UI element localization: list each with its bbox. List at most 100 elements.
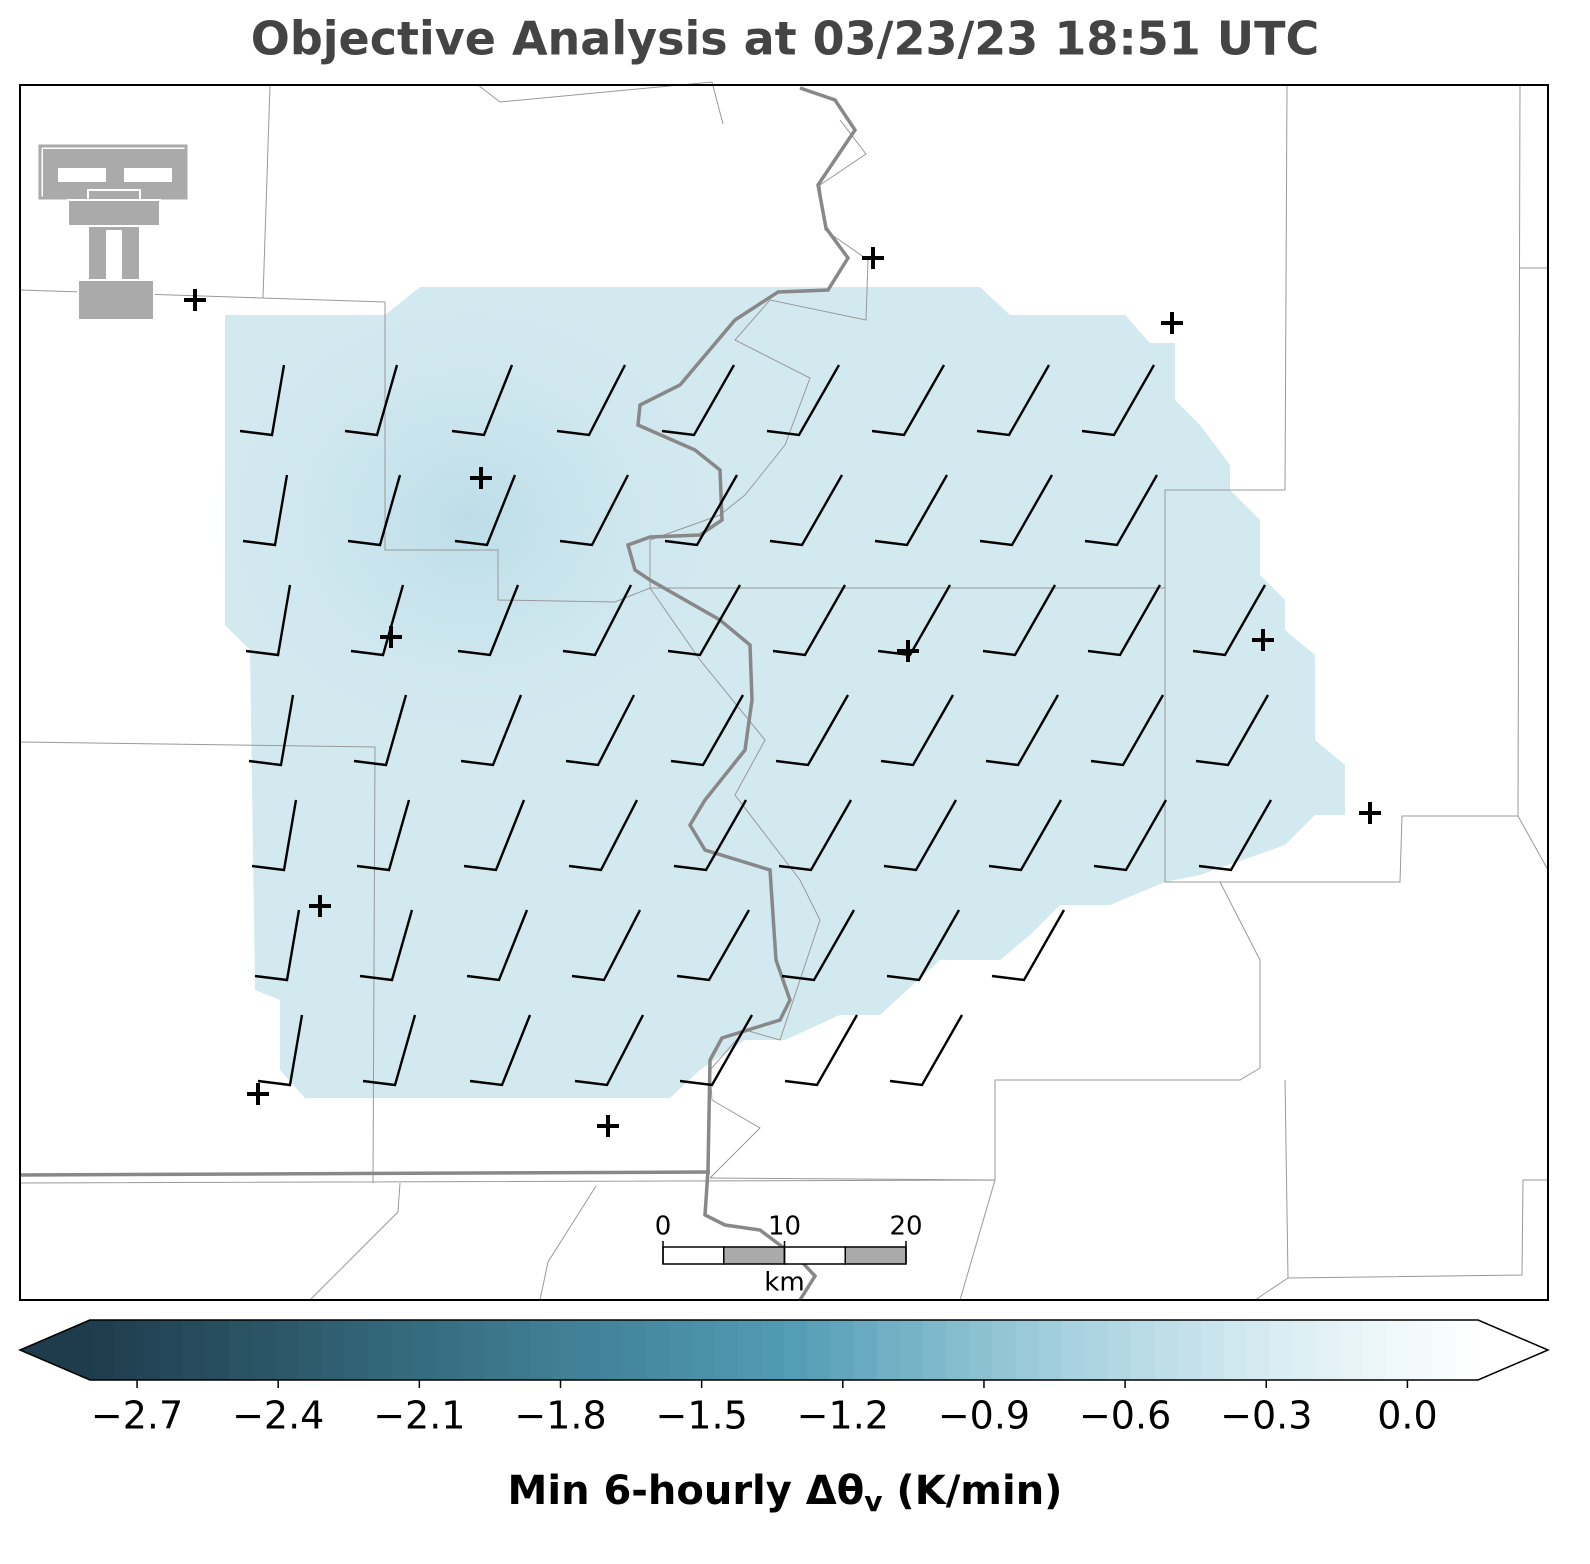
colorbar-step bbox=[945, 1320, 970, 1380]
colorbar-step bbox=[413, 1320, 438, 1380]
colorbar-step bbox=[1269, 1320, 1294, 1380]
colorbar-step bbox=[1316, 1320, 1340, 1380]
wind-barb bbox=[1087, 584, 1162, 657]
wind-barb bbox=[667, 584, 742, 657]
station-markers bbox=[184, 247, 1381, 1137]
wind-barb bbox=[1090, 694, 1165, 767]
colorbar-step bbox=[251, 1320, 276, 1380]
wind-barb bbox=[463, 799, 526, 872]
station bbox=[309, 895, 331, 917]
wind-barb bbox=[781, 909, 856, 982]
colorbar-extend-low bbox=[20, 1320, 90, 1380]
scale-tick-label: 10 bbox=[768, 1212, 801, 1242]
colorbar-step bbox=[1200, 1320, 1225, 1380]
wind-barb bbox=[1192, 584, 1267, 657]
wind-barb bbox=[886, 909, 961, 982]
scale-tick-label: 0 bbox=[655, 1212, 672, 1242]
colorbar-tick-label: −2.4 bbox=[232, 1394, 324, 1438]
colorbar-step bbox=[298, 1320, 322, 1380]
wind-barb bbox=[778, 799, 853, 872]
colorbar-step bbox=[483, 1320, 507, 1380]
wind-barb bbox=[1093, 799, 1168, 872]
colorbar-tick-label: −2.1 bbox=[373, 1394, 465, 1438]
wind-barb bbox=[248, 694, 295, 767]
colorbar-step bbox=[437, 1320, 461, 1380]
wind-barb bbox=[883, 799, 958, 872]
colorbar-step bbox=[460, 1320, 484, 1380]
scale-segment bbox=[844, 1246, 907, 1265]
colorbar-step bbox=[1339, 1320, 1363, 1380]
scale-tick-label: 20 bbox=[889, 1212, 922, 1242]
wind-barbs bbox=[239, 364, 1273, 1087]
colorbar-tick-label: −1.2 bbox=[797, 1394, 889, 1438]
colorbar-step bbox=[1223, 1320, 1248, 1380]
label-units: (K/min) bbox=[882, 1468, 1062, 1514]
colorbar-step bbox=[899, 1320, 924, 1380]
colorbar-step bbox=[159, 1320, 184, 1380]
station bbox=[862, 247, 884, 269]
colorbar-step bbox=[969, 1320, 993, 1380]
wind-barb bbox=[242, 474, 289, 547]
wind-barb bbox=[889, 1014, 964, 1087]
wind-barb bbox=[1084, 474, 1159, 547]
colorbar-step bbox=[876, 1320, 901, 1380]
colorbar: −2.7 −2.4 −2.1 −1.8 −1.5 −1.2 −0.9 −0.6 −0.3 0.0 bbox=[18, 1319, 1550, 1438]
wind-barb bbox=[457, 584, 520, 657]
colorbar-step bbox=[228, 1320, 253, 1380]
wind-barb bbox=[565, 694, 636, 767]
colorbar-step bbox=[275, 1320, 299, 1380]
wind-barb bbox=[347, 474, 402, 547]
station bbox=[247, 1083, 269, 1105]
colorbar-tick-label: −2.7 bbox=[91, 1394, 183, 1438]
colorbar-step bbox=[552, 1320, 577, 1380]
wind-barb bbox=[451, 364, 514, 437]
wind-barb bbox=[661, 364, 736, 437]
wind-barb bbox=[982, 584, 1057, 657]
colorbar-tick-label: 0.0 bbox=[1377, 1394, 1437, 1438]
colorbar-step bbox=[992, 1320, 1016, 1380]
colorbar-step bbox=[506, 1320, 531, 1380]
colorbar-step bbox=[1385, 1320, 1410, 1380]
station bbox=[1252, 629, 1274, 651]
wind-barb bbox=[344, 364, 399, 437]
colorbar-tick-label: −0.3 bbox=[1220, 1394, 1312, 1438]
station bbox=[1161, 312, 1183, 334]
station bbox=[597, 1115, 619, 1137]
colorbar-step bbox=[853, 1320, 878, 1380]
colorbar-step bbox=[1177, 1320, 1201, 1380]
colorbar-step bbox=[622, 1320, 646, 1380]
wind-barb bbox=[673, 799, 748, 872]
wind-barb bbox=[979, 474, 1054, 547]
wind-barb bbox=[1198, 799, 1273, 872]
wind-barb bbox=[254, 909, 301, 982]
colorbar-step bbox=[807, 1320, 831, 1380]
colorbar-step bbox=[691, 1320, 716, 1380]
colorbar-step bbox=[784, 1320, 808, 1380]
wind-barb bbox=[1195, 694, 1270, 767]
colorbar-step bbox=[1408, 1320, 1433, 1380]
colorbar-step bbox=[668, 1320, 693, 1380]
colorbar-step bbox=[575, 1320, 600, 1380]
wind-barb bbox=[772, 584, 847, 657]
wind-barb bbox=[251, 799, 298, 872]
scale-segment bbox=[783, 1246, 846, 1265]
colorbar-step bbox=[182, 1320, 207, 1380]
county-lines bbox=[19, 81, 1549, 1301]
colorbar-tick-label: −0.9 bbox=[938, 1394, 1030, 1438]
colorbar-step bbox=[205, 1320, 230, 1380]
wind-barb bbox=[362, 1014, 417, 1087]
colorbar-step bbox=[1107, 1320, 1132, 1380]
wind-barb bbox=[571, 909, 642, 982]
wind-barb bbox=[356, 799, 411, 872]
wind-barb bbox=[976, 364, 1051, 437]
station bbox=[470, 467, 492, 489]
colorbar-tick-label: −1.5 bbox=[656, 1394, 748, 1438]
colorbar-tick-label: −1.8 bbox=[514, 1394, 606, 1438]
colorbar-step bbox=[390, 1320, 415, 1380]
colorbar-step bbox=[1431, 1320, 1456, 1380]
colorbar-extend-high bbox=[1478, 1320, 1548, 1380]
colorbar-step bbox=[1131, 1320, 1155, 1380]
wind-barb bbox=[257, 1014, 304, 1087]
field-minimum bbox=[210, 290, 730, 750]
